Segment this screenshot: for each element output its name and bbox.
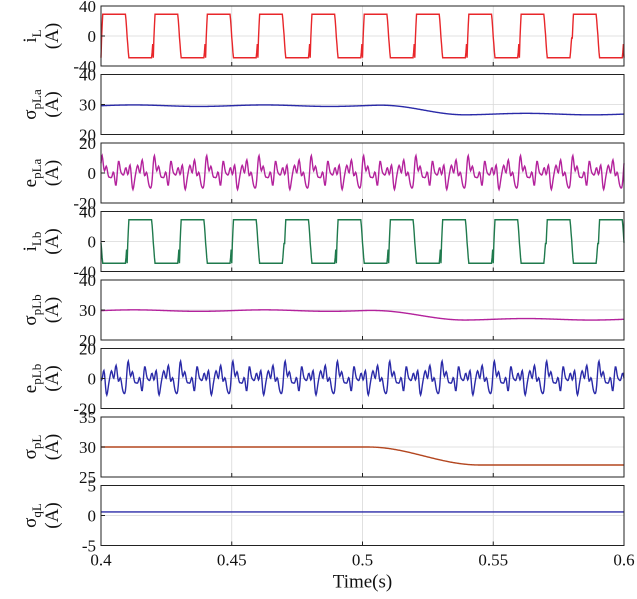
y-axis-label: epLb <box>20 364 44 393</box>
y-axis-unit: (A) <box>42 434 63 460</box>
series-line <box>100 219 625 264</box>
y-tick-label: 40 <box>79 0 96 16</box>
y-axis-unit: (A) <box>42 365 63 391</box>
x-tick-label: 0.5 <box>352 551 373 570</box>
y-tick-label: 5 <box>88 477 97 496</box>
y-axis-unit: (A) <box>42 228 63 254</box>
y-tick-label: 20 <box>79 331 96 350</box>
y-tick-label: 0 <box>88 164 97 183</box>
series-line <box>100 309 625 321</box>
y-tick-label: 0 <box>88 27 97 46</box>
y-tick-label: 25 <box>79 468 96 487</box>
y-tick-label: -5 <box>82 537 96 556</box>
y-tick-label: 30 <box>79 438 96 457</box>
y-tick-label: 35 <box>79 408 96 427</box>
y-tick-label: -40 <box>73 57 96 76</box>
x-tick-label: 0.6 <box>613 551 634 570</box>
y-tick-label: 30 <box>79 301 96 320</box>
y-tick-label: 20 <box>79 134 96 153</box>
y-axis-label: σpL <box>20 435 44 460</box>
y-axis-label: epLa <box>20 158 44 187</box>
y-tick-label: 0 <box>88 233 97 252</box>
y-tick-label: 20 <box>79 340 96 359</box>
y-axis-unit: (A) <box>42 297 63 323</box>
x-axis-label: Time(s) <box>333 572 392 593</box>
y-tick-label: -20 <box>73 194 96 213</box>
series-line <box>100 358 625 398</box>
x-tick-label: 0.4 <box>90 551 112 570</box>
series-line <box>100 104 625 116</box>
y-axis-unit: (A) <box>42 23 63 49</box>
y-axis-label: iLb <box>20 232 44 252</box>
y-tick-label: -20 <box>73 400 96 419</box>
x-tick-label: 0.55 <box>478 551 508 570</box>
y-tick-label: 20 <box>79 126 96 145</box>
y-axis-label: iL <box>20 29 44 42</box>
series-line <box>101 446 624 466</box>
y-axis-label: σqL <box>20 503 44 528</box>
y-axis-unit: (A) <box>42 91 63 117</box>
y-axis-label: σpLa <box>20 89 44 120</box>
y-axis-unit: (A) <box>42 502 63 528</box>
series-line <box>100 13 625 59</box>
series-line <box>100 153 625 192</box>
y-tick-label: 30 <box>79 96 96 115</box>
y-tick-label: -40 <box>73 263 96 282</box>
y-tick-label: 40 <box>79 66 96 85</box>
x-tick-label: 0.45 <box>217 551 247 570</box>
y-axis-label: σpLb <box>20 294 44 325</box>
y-tick-label: 0 <box>88 370 97 389</box>
y-tick-label: 40 <box>79 203 96 222</box>
y-axis-unit: (A) <box>42 160 63 186</box>
y-tick-label: 40 <box>79 271 96 290</box>
y-tick-label: 0 <box>88 507 97 526</box>
